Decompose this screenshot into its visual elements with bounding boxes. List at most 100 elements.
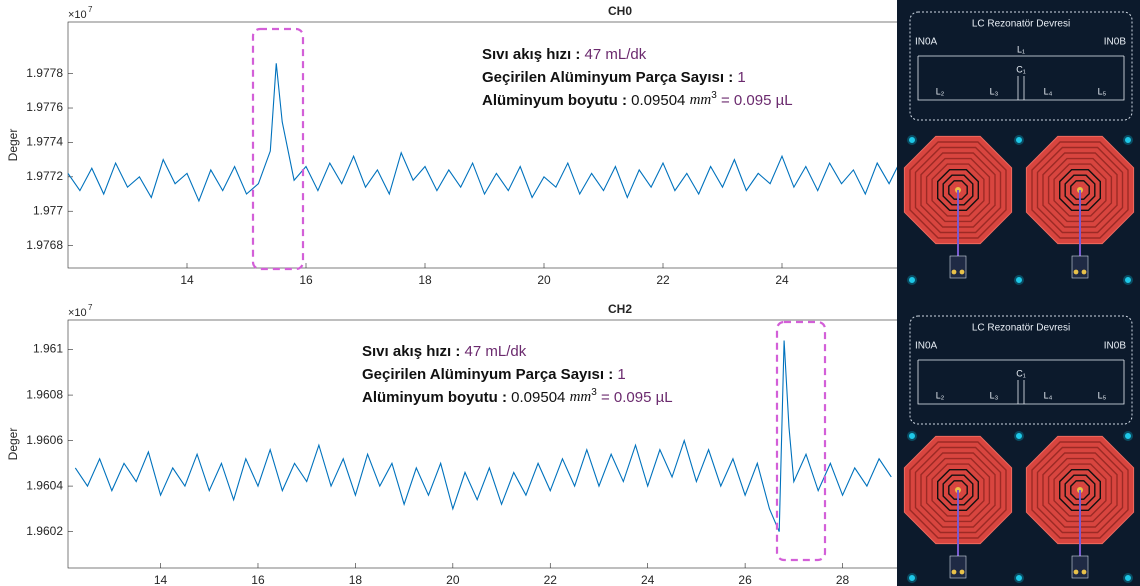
coil-turn — [948, 180, 968, 200]
via — [907, 135, 917, 145]
x-tick-label: 20 — [446, 573, 460, 586]
connector — [949, 555, 967, 579]
x-tick-label: 14 — [154, 573, 168, 586]
via — [1123, 431, 1133, 441]
schematic-component: L₂ — [936, 86, 945, 96]
coil-turn — [1047, 157, 1113, 223]
coil-turn — [931, 463, 985, 517]
coil-turn — [1053, 163, 1107, 217]
pad — [1081, 569, 1087, 575]
chart-title: CH0 — [608, 4, 632, 18]
via — [1123, 573, 1133, 583]
coil-turn — [920, 452, 996, 528]
coil-turn — [1064, 174, 1096, 206]
annotation-label: Alüminyum boyutu : — [482, 92, 627, 109]
coil-turn — [1070, 480, 1090, 500]
chart-title: CH2 — [608, 302, 632, 316]
coil-turn — [1042, 452, 1118, 528]
coil-turn — [920, 152, 996, 228]
annotation: Geçirilen Alüminyum Parça Sayısı : 1 — [482, 69, 746, 86]
annotation-value: = 0.095 µL — [601, 389, 673, 406]
y-tick-label: 1.9602 — [26, 524, 63, 538]
annotation: Alüminyum boyutu : 0.09504 mm3 = 0.095 µ… — [482, 90, 793, 109]
coil-turn — [925, 157, 991, 223]
annotation-number: 0.09504 — [511, 389, 565, 406]
y-axis-label: Deger — [6, 428, 20, 461]
schematic-component: L₄ — [1044, 86, 1053, 96]
annotation-unit: mm — [690, 92, 712, 108]
via — [1123, 275, 1133, 285]
schematic-in-right: IN0B — [1104, 341, 1127, 352]
schematic-component: L₃ — [990, 86, 999, 96]
y-tick-label: 1.9604 — [26, 478, 63, 492]
signal-line — [67, 63, 897, 203]
pad — [951, 569, 957, 575]
schematic-component: L₁ — [1017, 44, 1025, 54]
coil-turn — [931, 163, 985, 217]
annotation: Geçirilen Alüminyum Parça Sayısı : 1 — [362, 366, 626, 383]
schematic-component: L₄ — [1044, 390, 1053, 400]
annotation-unit: mm — [570, 389, 592, 405]
annotation-number: 0.09504 — [631, 92, 685, 109]
via — [1014, 275, 1024, 285]
y-tick-label: 1.9768 — [26, 238, 63, 252]
coil-turn — [1053, 463, 1107, 517]
via — [907, 275, 917, 285]
highlight-box — [775, 320, 827, 562]
schematic-wires — [917, 359, 1125, 405]
pcb-panel: LC Rezonatör Devresi IN0A IN0B L₁ C₁ L₂ L₃ L₄ L₅… — [897, 0, 1140, 586]
annotation-value: = 0.095 µL — [721, 92, 793, 109]
y-exponent: 7 — [88, 5, 93, 14]
schematic-component: L₃ — [990, 390, 999, 400]
x-tick-label: 28 — [836, 573, 850, 586]
via — [1014, 573, 1024, 583]
annotation-value: 47 mL/dk — [465, 343, 527, 360]
coil-turn — [1036, 146, 1124, 234]
y-multiplier: ×10 — [68, 9, 87, 21]
schematic-component: L₂ — [936, 390, 945, 400]
annotation-label: Alüminyum boyutu : — [362, 389, 507, 406]
schematic-component: L₅ — [1098, 390, 1107, 400]
pad — [951, 269, 957, 275]
coil-turn — [925, 457, 991, 523]
x-tick-label: 22 — [544, 573, 558, 586]
coil-turn — [914, 446, 1002, 534]
y-tick-label: 1.9778 — [26, 66, 63, 80]
connector — [1071, 555, 1089, 579]
annotation-label: Geçirilen Alüminyum Parça Sayısı : — [362, 366, 613, 383]
x-tick-label: 16 — [299, 273, 313, 287]
y-tick-label: 1.961 — [33, 342, 63, 356]
x-tick-label: 20 — [537, 273, 551, 287]
schematic-frame — [909, 315, 1133, 425]
x-tick-label: 14 — [180, 273, 194, 287]
y-tick-label: 1.9608 — [26, 387, 63, 401]
via — [907, 431, 917, 441]
annotation-unit-exponent: 3 — [591, 387, 597, 398]
annotation-value: 1 — [617, 366, 625, 383]
x-tick-label: 26 — [738, 573, 752, 586]
pad — [1081, 269, 1087, 275]
highlight-box — [251, 27, 305, 271]
coil-turn — [1036, 446, 1124, 534]
coil-turn — [948, 480, 968, 500]
coil-turn — [942, 474, 974, 506]
schematic-title: LC Rezonatör Devresi — [972, 19, 1070, 30]
y-tick-label: 1.977 — [33, 203, 63, 217]
annotation: Sıvı akış hızı : 47 mL/dk — [482, 46, 647, 63]
coil-turn — [942, 174, 974, 206]
schematic-component: L₅ — [1098, 86, 1107, 96]
via — [907, 573, 917, 583]
schematic-title: LC Rezonatör Devresi — [972, 323, 1070, 334]
coil-turn — [914, 146, 1002, 234]
via — [1014, 135, 1024, 145]
annotation-label: Geçirilen Alüminyum Parça Sayısı : — [482, 69, 733, 86]
annotation-unit-exponent: 3 — [711, 90, 717, 101]
y-multiplier: ×10 — [68, 307, 87, 319]
axes-box — [67, 21, 902, 269]
schematic-component: C₁ — [1016, 64, 1026, 74]
connector — [949, 255, 967, 279]
x-tick-label: 16 — [251, 573, 265, 586]
coil-turn — [1064, 474, 1096, 506]
annotation: Alüminyum boyutu : 0.09504 mm3 = 0.095 µ… — [362, 387, 673, 406]
